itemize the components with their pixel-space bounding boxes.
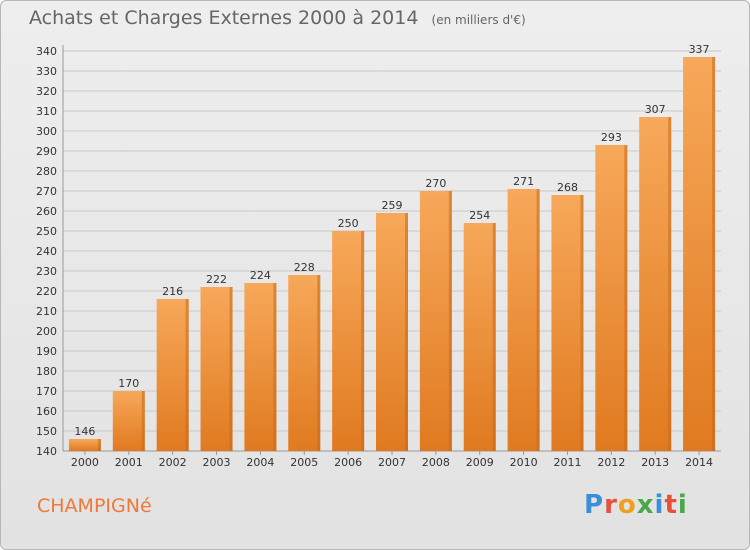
y-tick-label: 210 xyxy=(36,305,57,318)
commune-name: CHAMPIGNé xyxy=(37,495,152,517)
bar-2013 xyxy=(639,117,672,451)
bar-shade xyxy=(492,223,496,451)
x-tick-label: 2012 xyxy=(597,456,625,469)
y-tick-label: 190 xyxy=(36,345,57,358)
bar-2008 xyxy=(419,191,452,451)
data-label: 307 xyxy=(645,103,666,116)
bar-shade xyxy=(317,275,321,451)
logo-letter: r xyxy=(604,490,618,520)
y-tick-label: 260 xyxy=(36,205,57,218)
x-tick-label: 2009 xyxy=(466,456,494,469)
bar-shade xyxy=(273,283,277,451)
x-tick-label: 2005 xyxy=(290,456,318,469)
bar-shade xyxy=(405,213,408,451)
bar-shade xyxy=(624,145,628,451)
bar-2012 xyxy=(595,145,628,451)
bar-shade xyxy=(141,391,145,451)
logo-letter: t xyxy=(664,490,678,520)
bar-shade xyxy=(361,231,365,451)
data-label: 268 xyxy=(557,181,578,194)
bar-2014 xyxy=(683,57,716,451)
y-tick-label: 280 xyxy=(36,165,57,178)
data-label: 224 xyxy=(250,269,271,282)
x-tick-label: 2014 xyxy=(685,456,713,469)
x-tick-label: 2013 xyxy=(641,456,669,469)
bar-shade xyxy=(185,299,189,451)
x-tick-label: 2004 xyxy=(246,456,274,469)
y-tick-label: 230 xyxy=(36,265,57,278)
x-tick-label: 2011 xyxy=(553,456,581,469)
data-label: 270 xyxy=(425,177,446,190)
y-tick-label: 340 xyxy=(36,45,57,58)
chart-unit: (en milliers d'€) xyxy=(431,13,526,27)
y-tick-label: 220 xyxy=(36,285,57,298)
bar-shade xyxy=(97,439,101,451)
bar-2006 xyxy=(332,231,365,451)
logo-letter: i xyxy=(654,490,665,520)
bar-2009 xyxy=(463,223,496,451)
bar-shade xyxy=(229,287,233,451)
x-tick-label: 2000 xyxy=(71,456,99,469)
x-tick-label: 2003 xyxy=(203,456,231,469)
bar-2011 xyxy=(551,195,584,451)
bar-shade xyxy=(712,57,716,451)
logo-letter: i xyxy=(677,490,688,520)
data-label: 271 xyxy=(513,175,534,188)
data-label: 250 xyxy=(338,217,359,230)
data-label: 170 xyxy=(118,377,139,390)
bar-2003 xyxy=(200,287,233,451)
bar-2004 xyxy=(244,283,277,451)
data-label: 254 xyxy=(469,209,490,222)
y-tick-label: 150 xyxy=(36,425,57,438)
bar-2000 xyxy=(68,439,101,451)
y-tick-label: 200 xyxy=(36,325,57,338)
bar-shade xyxy=(536,189,540,451)
data-label: 146 xyxy=(74,425,95,438)
data-label: 228 xyxy=(294,261,315,274)
chart-title-block: Achats et Charges Externes 2000 à 2014 (… xyxy=(29,7,526,29)
bar-shade xyxy=(668,117,672,451)
data-label: 337 xyxy=(689,43,710,56)
bar-2001 xyxy=(112,391,145,451)
data-label: 222 xyxy=(206,273,227,286)
chart-title: Achats et Charges Externes 2000 à 2014 xyxy=(29,7,419,29)
y-tick-label: 160 xyxy=(36,405,57,418)
y-tick-label: 290 xyxy=(36,145,57,158)
bar-shade xyxy=(448,191,452,451)
y-tick-label: 180 xyxy=(36,365,57,378)
bar-2002 xyxy=(156,299,189,451)
bar-2005 xyxy=(288,275,321,451)
x-tick-label: 2001 xyxy=(115,456,143,469)
y-tick-label: 320 xyxy=(36,85,57,98)
logo-letter: P xyxy=(584,490,605,520)
logo-letter: x xyxy=(636,490,655,520)
bar-2010 xyxy=(507,189,540,451)
y-tick-label: 240 xyxy=(36,245,57,258)
data-label: 293 xyxy=(601,131,622,144)
y-tick-label: 170 xyxy=(36,385,57,398)
x-tick-label: 2002 xyxy=(159,456,187,469)
proxiti-logo: Proxiti xyxy=(584,490,688,520)
bar-2007 xyxy=(376,213,408,451)
data-label: 216 xyxy=(162,285,183,298)
y-tick-label: 250 xyxy=(36,225,57,238)
x-tick-label: 2008 xyxy=(422,456,450,469)
y-tick-label: 300 xyxy=(36,125,57,138)
y-tick-label: 140 xyxy=(36,445,57,458)
bar-shade xyxy=(580,195,584,451)
x-tick-label: 2006 xyxy=(334,456,362,469)
x-tick-label: 2007 xyxy=(378,456,406,469)
y-tick-label: 310 xyxy=(36,105,57,118)
x-tick-label: 2010 xyxy=(510,456,538,469)
logo-letter: o xyxy=(617,490,637,520)
data-label: 259 xyxy=(382,199,403,212)
y-tick-label: 270 xyxy=(36,185,57,198)
y-tick-label: 330 xyxy=(36,65,57,78)
